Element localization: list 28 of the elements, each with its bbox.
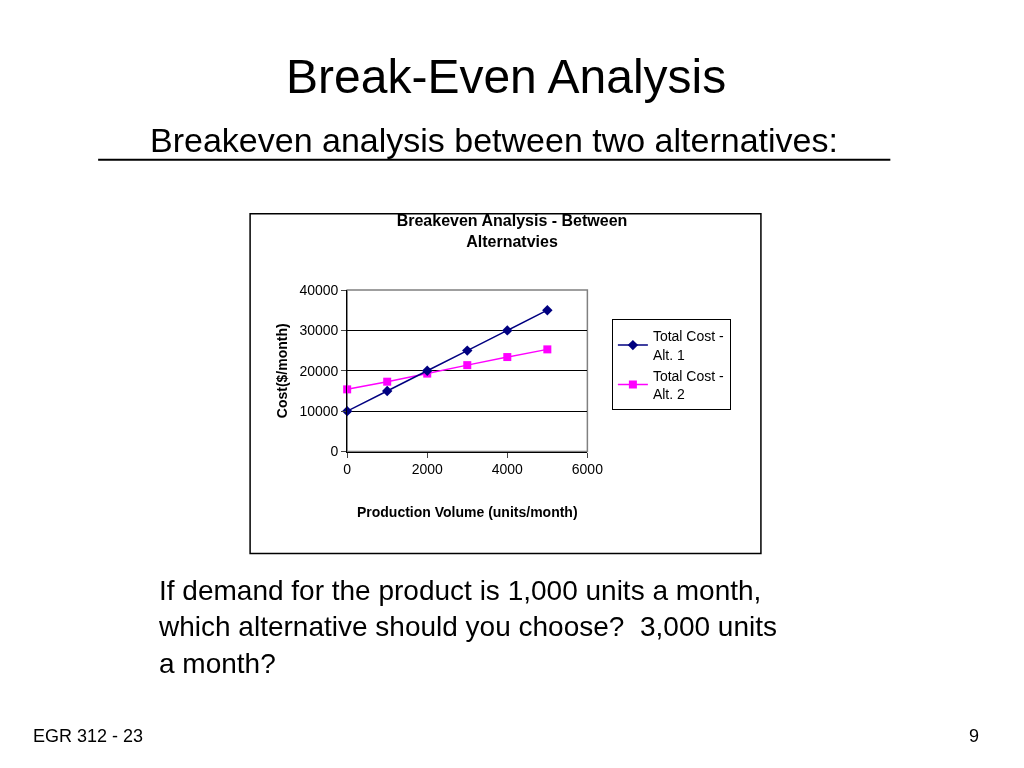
point — [462, 345, 473, 356]
text: Break-Even Analysis — [286, 50, 727, 103]
y-tick-label: 40000 — [299, 281, 339, 298]
x-axis-title: Production Volume (units/month) — [356, 503, 578, 520]
y-tick-label: 30000 — [299, 322, 339, 339]
point — [382, 385, 393, 397]
legend-label: Total Cost - Alt. 2 — [652, 367, 725, 403]
chart-title: Breakeven Analysis - Between Alternatvies — [396, 212, 628, 250]
y-tick-label: 10000 — [299, 403, 339, 420]
point — [502, 325, 513, 336]
x-tick-label: 4000 — [491, 461, 524, 478]
y-tick-label: 20000 — [299, 362, 339, 379]
y-tick-label: 0 — [330, 443, 339, 460]
x-tick-label: 6000 — [571, 461, 604, 478]
point — [422, 365, 433, 376]
point — [503, 353, 512, 362]
y-axis-title: Cost($/month) — [274, 323, 291, 419]
point — [542, 305, 553, 316]
text: If demand for the product is 1,000 units a month, which alternative should you choose? 3,000 units a month? — [158, 575, 777, 679]
x-tick-label: 0 — [343, 461, 352, 478]
text: 9 — [969, 726, 980, 746]
text: EGR 312 - 23 — [33, 726, 144, 746]
legend-label: Total Cost - Alt. 1 — [652, 328, 725, 363]
x-tick-label: 2000 — [411, 461, 444, 478]
chart-subtitle: Breakeven analysis between two alternatives: — [150, 121, 838, 159]
point — [383, 377, 392, 386]
point — [543, 345, 552, 354]
point — [463, 361, 472, 370]
